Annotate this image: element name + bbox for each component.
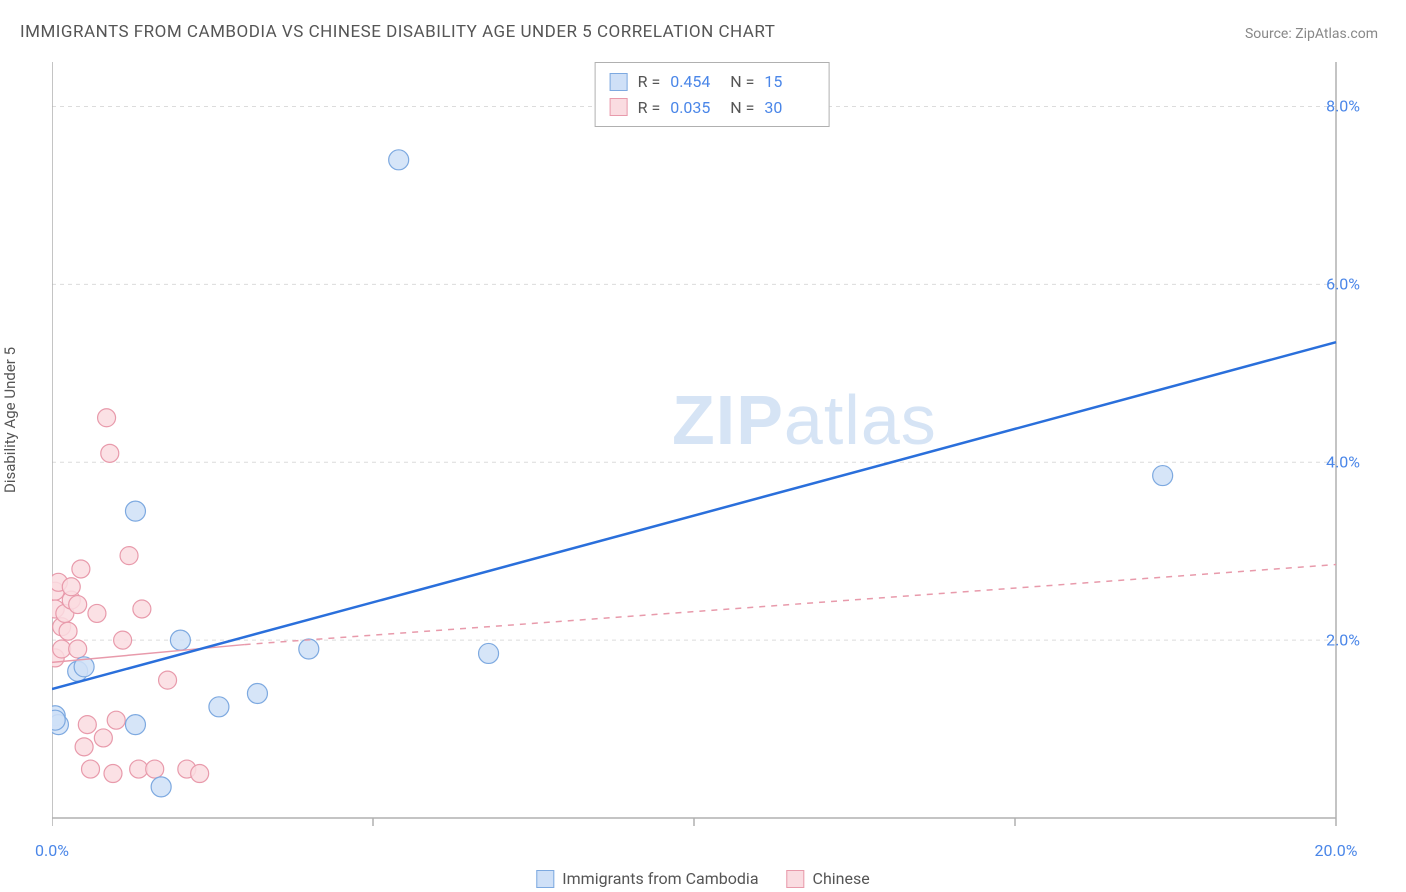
stat-n-label: N = [730, 69, 754, 95]
legend-swatch-1 [536, 870, 554, 888]
stat-r-label: R = [638, 69, 661, 95]
source-attribution: Source: ZipAtlas.com [1245, 26, 1378, 42]
scatter-plot-svg [52, 58, 1372, 828]
chart-title: IMMIGRANTS FROM CAMBODIA VS CHINESE DISA… [20, 22, 775, 42]
legend-label-2: Chinese [813, 869, 870, 888]
legend-label-1: Immigrants from Cambodia [562, 869, 758, 888]
legend-item-2: Chinese [787, 869, 870, 888]
y-tick-label: 6.0% [1326, 275, 1360, 294]
stat-legend-box: R = 0.454 N = 15 R = 0.035 N = 30 [595, 62, 830, 127]
stat-n-value-2: 30 [764, 95, 814, 121]
stat-r-value-1: 0.454 [670, 69, 720, 95]
y-tick-label: 2.0% [1326, 631, 1360, 650]
x-tick-label: 20.0% [1315, 841, 1358, 860]
bottom-legend: Immigrants from Cambodia Chinese [536, 869, 869, 888]
stat-row-series2: R = 0.035 N = 30 [610, 95, 815, 121]
swatch-series2 [610, 98, 628, 116]
stat-row-series1: R = 0.454 N = 15 [610, 69, 815, 95]
stat-n-label: N = [730, 95, 754, 121]
legend-item-1: Immigrants from Cambodia [536, 869, 758, 888]
swatch-series1 [610, 73, 628, 91]
y-tick-label: 8.0% [1326, 97, 1360, 116]
y-tick-label: 4.0% [1326, 453, 1360, 472]
stat-r-value-2: 0.035 [670, 95, 720, 121]
stat-r-label: R = [638, 95, 661, 121]
chart-area: ZIPatlas R = 0.454 N = 15 R = 0.035 N = … [52, 58, 1372, 828]
legend-swatch-2 [787, 870, 805, 888]
x-tick-label: 0.0% [35, 841, 69, 860]
y-axis-label: Disability Age Under 5 [1, 347, 19, 493]
stat-n-value-1: 15 [764, 69, 814, 95]
